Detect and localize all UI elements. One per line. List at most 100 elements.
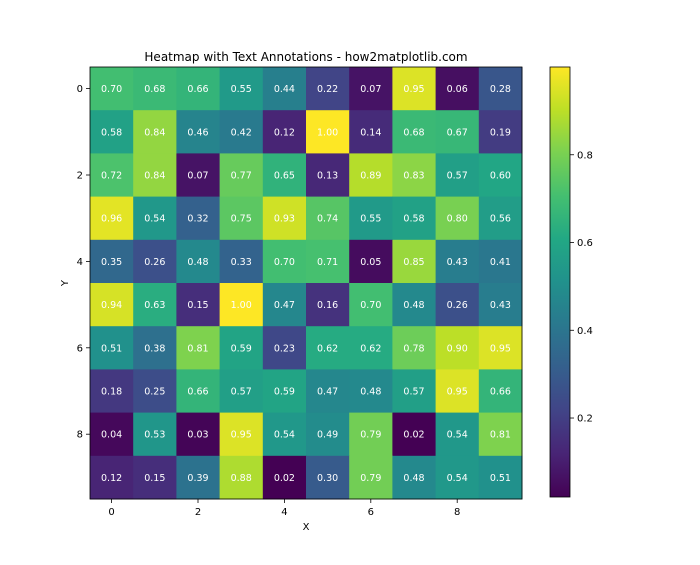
heatmap-cell — [133, 412, 177, 457]
cell-annotation: 0.72 — [101, 171, 122, 182]
heatmap-cell — [133, 196, 177, 241]
heatmap-cell — [219, 455, 264, 500]
heatmap-cell — [176, 326, 221, 370]
y-tick-label: 0 — [77, 84, 83, 95]
cell-annotation: 0.59 — [274, 387, 295, 398]
heatmap-cell — [435, 283, 480, 327]
heatmap-cell — [90, 239, 134, 284]
heatmap-cell — [349, 412, 393, 457]
cell-annotation: 0.49 — [317, 430, 338, 441]
cell-annotation: 0.14 — [360, 127, 381, 138]
cell-annotation: 1.00 — [317, 127, 338, 138]
cell-annotation: 0.60 — [490, 171, 511, 182]
cell-annotation: 0.84 — [144, 171, 165, 182]
heatmap-cell — [219, 196, 264, 241]
heatmap-cell — [349, 455, 393, 500]
cell-annotation: 0.38 — [144, 343, 165, 354]
cell-annotation: 0.81 — [490, 430, 511, 441]
heatmap-cell — [219, 153, 264, 198]
heatmap-cell — [478, 67, 523, 111]
heatmap-cell — [176, 369, 221, 414]
cell-annotation: 0.67 — [447, 127, 468, 138]
cell-annotation: 0.43 — [447, 257, 468, 268]
cell-annotation: 0.96 — [101, 214, 122, 225]
heatmap-cell — [219, 369, 264, 414]
cell-annotation: 0.95 — [231, 430, 252, 441]
heatmap-cell — [90, 67, 134, 111]
cell-annotation: 0.70 — [274, 257, 295, 268]
heatmap-cell — [349, 196, 393, 241]
cell-annotation: 0.79 — [360, 473, 381, 484]
cell-annotation: 0.55 — [231, 84, 252, 95]
cell-annotation: 0.81 — [187, 343, 208, 354]
cell-annotation: 0.68 — [144, 84, 165, 95]
cell-annotation: 0.48 — [403, 473, 424, 484]
heatmap-cell — [306, 110, 350, 154]
heatmap-cell — [435, 153, 480, 198]
cell-annotation: 0.85 — [403, 257, 424, 268]
cell-annotation: 0.93 — [274, 214, 295, 225]
heatmap-cell — [219, 239, 264, 284]
cell-annotation: 0.95 — [490, 343, 511, 354]
cell-annotation: 0.53 — [144, 430, 165, 441]
heatmap-cell — [90, 283, 134, 327]
cell-annotation: 0.89 — [360, 171, 381, 182]
cell-annotation: 0.65 — [274, 171, 295, 182]
heatmap-cell — [306, 369, 350, 414]
heatmap-cell — [176, 196, 221, 241]
heatmap-cell — [90, 369, 134, 414]
heatmap-cell — [392, 153, 437, 198]
cell-annotation: 0.03 — [187, 430, 208, 441]
cell-annotation: 0.25 — [144, 387, 165, 398]
y-tick-label: 4 — [77, 257, 83, 268]
x-tick-label: 6 — [368, 507, 374, 518]
heatmap-cell — [176, 153, 221, 198]
cell-annotation: 0.78 — [403, 343, 424, 354]
heatmap-cells — [89, 66, 523, 500]
heatmap-cell — [349, 239, 393, 284]
cell-annotations: 0.70 0.68 0.66 0.55 0.44 0.22 0.07 0.95 0.06 0.28… — [101, 84, 511, 484]
x-tick-label: 4 — [281, 507, 287, 518]
cell-annotation: 0.70 — [101, 84, 122, 95]
heatmap-cell — [262, 196, 307, 241]
heatmap-cell — [219, 326, 264, 370]
cell-annotation: 0.94 — [101, 300, 122, 311]
heatmap-cell — [306, 412, 350, 457]
heatmap-cell — [219, 110, 264, 154]
cell-annotation: 0.95 — [403, 84, 424, 95]
cell-annotation: 0.63 — [144, 300, 165, 311]
cell-annotation: 0.04 — [101, 430, 122, 441]
heatmap-cell — [435, 412, 480, 457]
heatmap-cell — [306, 153, 350, 198]
cell-annotation: 0.55 — [360, 214, 381, 225]
heatmap-cell — [306, 239, 350, 284]
heatmap-cell — [133, 110, 177, 154]
x-axis-label: X — [303, 522, 310, 533]
cell-annotation: 0.47 — [317, 387, 338, 398]
heatmap-cell — [90, 326, 134, 370]
cell-annotation: 1.00 — [231, 300, 252, 311]
cell-annotation: 0.79 — [360, 430, 381, 441]
y-tick-label: 6 — [77, 343, 83, 354]
cell-annotation: 0.71 — [317, 257, 338, 268]
cell-annotation: 0.05 — [360, 257, 381, 268]
cell-annotation: 0.30 — [317, 473, 338, 484]
heatmap-cell — [392, 455, 437, 500]
cell-annotation: 0.66 — [187, 84, 208, 95]
heatmap-cell — [176, 67, 221, 111]
heatmap-cell — [478, 326, 523, 370]
cell-annotation: 0.02 — [274, 473, 295, 484]
cell-annotation: 0.47 — [274, 300, 295, 311]
heatmap-cell — [262, 412, 307, 457]
heatmap-cell — [262, 369, 307, 414]
colorbar-tick-label: 0.8 — [577, 150, 593, 161]
x-tick-label: 2 — [195, 507, 201, 518]
cell-annotation: 0.07 — [187, 171, 208, 182]
cell-annotation: 0.15 — [187, 300, 208, 311]
heatmap-cell — [133, 455, 177, 500]
heatmap-cell — [349, 110, 393, 154]
cell-annotation: 0.54 — [144, 214, 165, 225]
cell-annotation: 0.51 — [101, 343, 122, 354]
heatmap-cell — [349, 67, 393, 111]
heatmap-cell — [176, 239, 221, 284]
